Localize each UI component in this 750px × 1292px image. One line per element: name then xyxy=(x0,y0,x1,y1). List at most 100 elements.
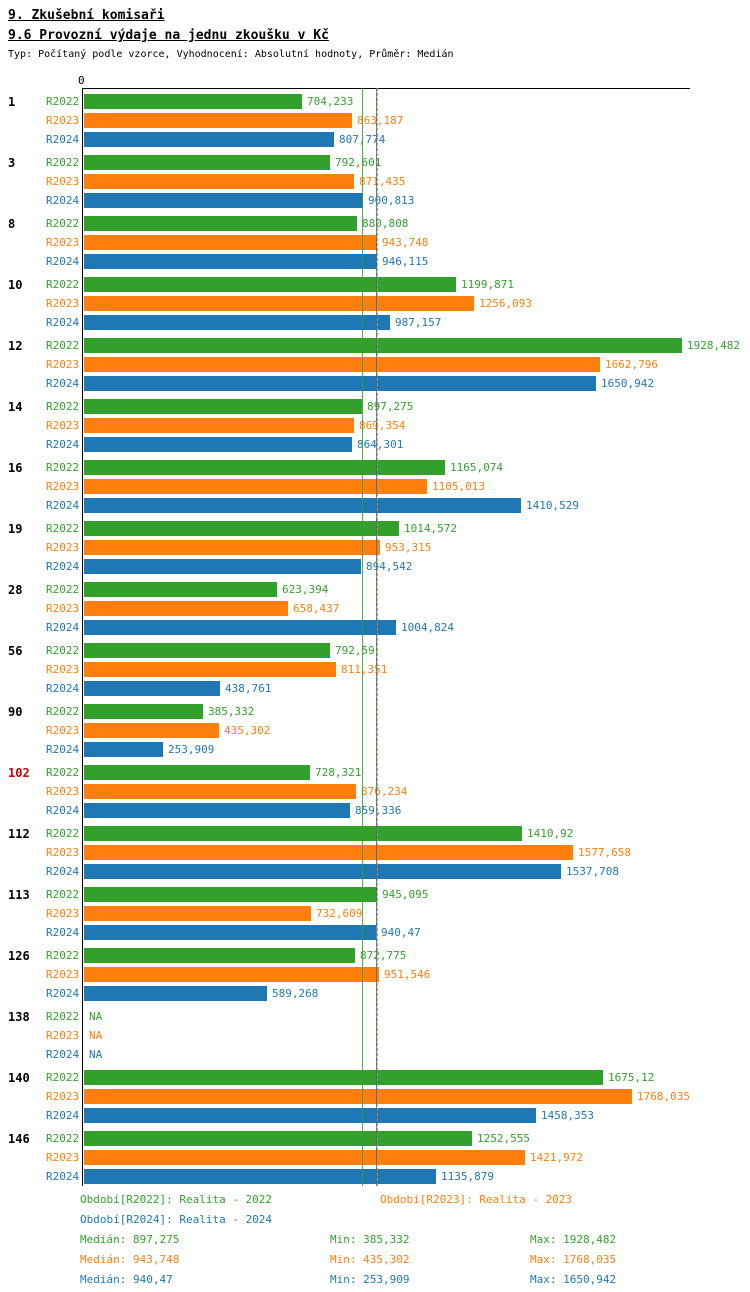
bar-value-label: 1675,12 xyxy=(608,1071,655,1084)
bar-row: R2022 1252,555 xyxy=(0,1129,750,1148)
bar-value-label: 792,601 xyxy=(335,156,382,169)
bar-row: R2023 863,187 xyxy=(0,111,750,130)
series-label: R2023 xyxy=(46,175,80,188)
bar-row: R2023 NA xyxy=(0,1026,750,1045)
bar-value-label: 1410,92 xyxy=(527,827,574,840)
series-label: R2023 xyxy=(46,968,80,981)
bar xyxy=(84,620,396,635)
stats-row-r2024: Medián: 940,47 Min: 253,909 Max: 1650,94… xyxy=(0,1270,750,1290)
series-label: R2022 xyxy=(46,1010,80,1023)
bar xyxy=(84,216,357,231)
bar-row: R2023 1421,972 xyxy=(0,1148,750,1167)
bar-value-label: 253,909 xyxy=(168,743,215,756)
bar-value-label: 811,351 xyxy=(341,663,388,676)
group-label: 16 xyxy=(8,461,23,475)
series-label: R2024 xyxy=(46,1109,80,1122)
x-axis-line xyxy=(82,88,690,89)
series-label: R2023 xyxy=(46,846,80,859)
series-label: R2022 xyxy=(46,339,80,352)
bar-row: R2023 658,437 xyxy=(0,599,750,618)
bar xyxy=(84,906,311,921)
bar-group-140: 140 R2022 1675,12 R2023 1768,035 R2024 1458,35… xyxy=(0,1068,750,1125)
series-label: R2024 xyxy=(46,499,80,512)
bar-row: R2024 900,813 xyxy=(0,191,750,210)
bar-row: R2023 1662,796 xyxy=(0,355,750,374)
bar-value-label: 704,233 xyxy=(307,95,354,108)
series-label: R2022 xyxy=(46,1071,80,1084)
series-label: R2023 xyxy=(46,358,80,371)
legend-row-2: Období[R2024]: Realita - 2024 xyxy=(0,1210,750,1230)
bar-row: R2022 1165,074 xyxy=(0,458,750,477)
series-label: R2023 xyxy=(46,1029,80,1042)
bar-group-10: 10 R2022 1199,871 R2023 1256,093 R2024 987,157 xyxy=(0,275,750,332)
bar xyxy=(84,376,596,391)
series-label: R2022 xyxy=(46,766,80,779)
series-label: R2022 xyxy=(46,95,80,108)
group-label: 1 xyxy=(8,95,16,109)
bar xyxy=(84,948,355,963)
bar-value-label: 871,435 xyxy=(359,175,406,188)
series-label: R2022 xyxy=(46,644,80,657)
bar xyxy=(84,967,379,982)
legend-r2022: Období[R2022]: Realita - 2022 xyxy=(80,1193,273,1206)
bar xyxy=(84,479,427,494)
bar xyxy=(84,113,352,128)
bar-value-label: NA xyxy=(89,1029,103,1042)
bar-value-label: 1410,529 xyxy=(526,499,579,512)
bar-row: R2022 792,601 xyxy=(0,153,750,172)
bar-value-label: 1458,353 xyxy=(541,1109,594,1122)
bar xyxy=(84,582,277,597)
bar xyxy=(84,540,380,555)
bar xyxy=(84,296,474,311)
bar-row: R2023 953,315 xyxy=(0,538,750,557)
series-label: R2022 xyxy=(46,949,80,962)
series-label: R2022 xyxy=(46,1132,80,1145)
bar-row: R2024 NA xyxy=(0,1045,750,1064)
bar-row: R2024 1650,942 xyxy=(0,374,750,393)
bar xyxy=(84,643,330,658)
group-label: 3 xyxy=(8,156,16,170)
bar-row: R2024 1537,708 xyxy=(0,862,750,881)
series-label: R2023 xyxy=(46,541,80,554)
series-label: R2024 xyxy=(46,1170,80,1183)
bar xyxy=(84,235,377,250)
series-label: R2023 xyxy=(46,724,80,737)
bar-row: R2023 1256,093 xyxy=(0,294,750,313)
bar xyxy=(84,315,390,330)
series-label: R2024 xyxy=(46,438,80,451)
bar xyxy=(84,986,267,1001)
bar-group-138: 138 R2022 NA R2023 NA R2024 NA xyxy=(0,1007,750,1064)
group-label: 126 xyxy=(8,949,30,963)
bar-row: R2023 1105,013 xyxy=(0,477,750,496)
stat-max-r2024: Max: 1650,942 xyxy=(530,1273,617,1286)
median-r2024-line xyxy=(376,88,377,1186)
bar-row: R2024 1410,529 xyxy=(0,496,750,515)
group-label: 90 xyxy=(8,705,23,719)
bar-value-label: 943,748 xyxy=(382,236,429,249)
bar-value-label: 863,187 xyxy=(357,114,404,127)
chart-subtitle: 9.6 Provozní výdaje na jednu zkoušku v K… xyxy=(8,28,329,43)
bar-value-label: 953,315 xyxy=(385,541,432,554)
group-label: 140 xyxy=(8,1071,30,1085)
bar-value-label: 946,115 xyxy=(382,255,429,268)
series-label: R2023 xyxy=(46,114,80,127)
series-label: R2024 xyxy=(46,621,80,634)
series-label: R2024 xyxy=(46,316,80,329)
series-label: R2023 xyxy=(46,785,80,798)
bar xyxy=(84,826,522,841)
bar-value-label: 438,761 xyxy=(225,682,272,695)
bar-row: R2024 864,301 xyxy=(0,435,750,454)
group-label: 10 xyxy=(8,278,23,292)
series-label: R2024 xyxy=(46,377,80,390)
series-label: R2023 xyxy=(46,480,80,493)
bar-value-label: 859,336 xyxy=(355,804,402,817)
series-label: R2024 xyxy=(46,194,80,207)
bar xyxy=(84,254,377,269)
stat-max-r2023: Max: 1768,035 xyxy=(530,1253,617,1266)
bar-row: R2023 732,609 xyxy=(0,904,750,923)
series-label: R2024 xyxy=(46,133,80,146)
series-label: R2023 xyxy=(46,419,80,432)
bar-row: R2022 385,332 xyxy=(0,702,750,721)
series-label: R2022 xyxy=(46,400,80,413)
